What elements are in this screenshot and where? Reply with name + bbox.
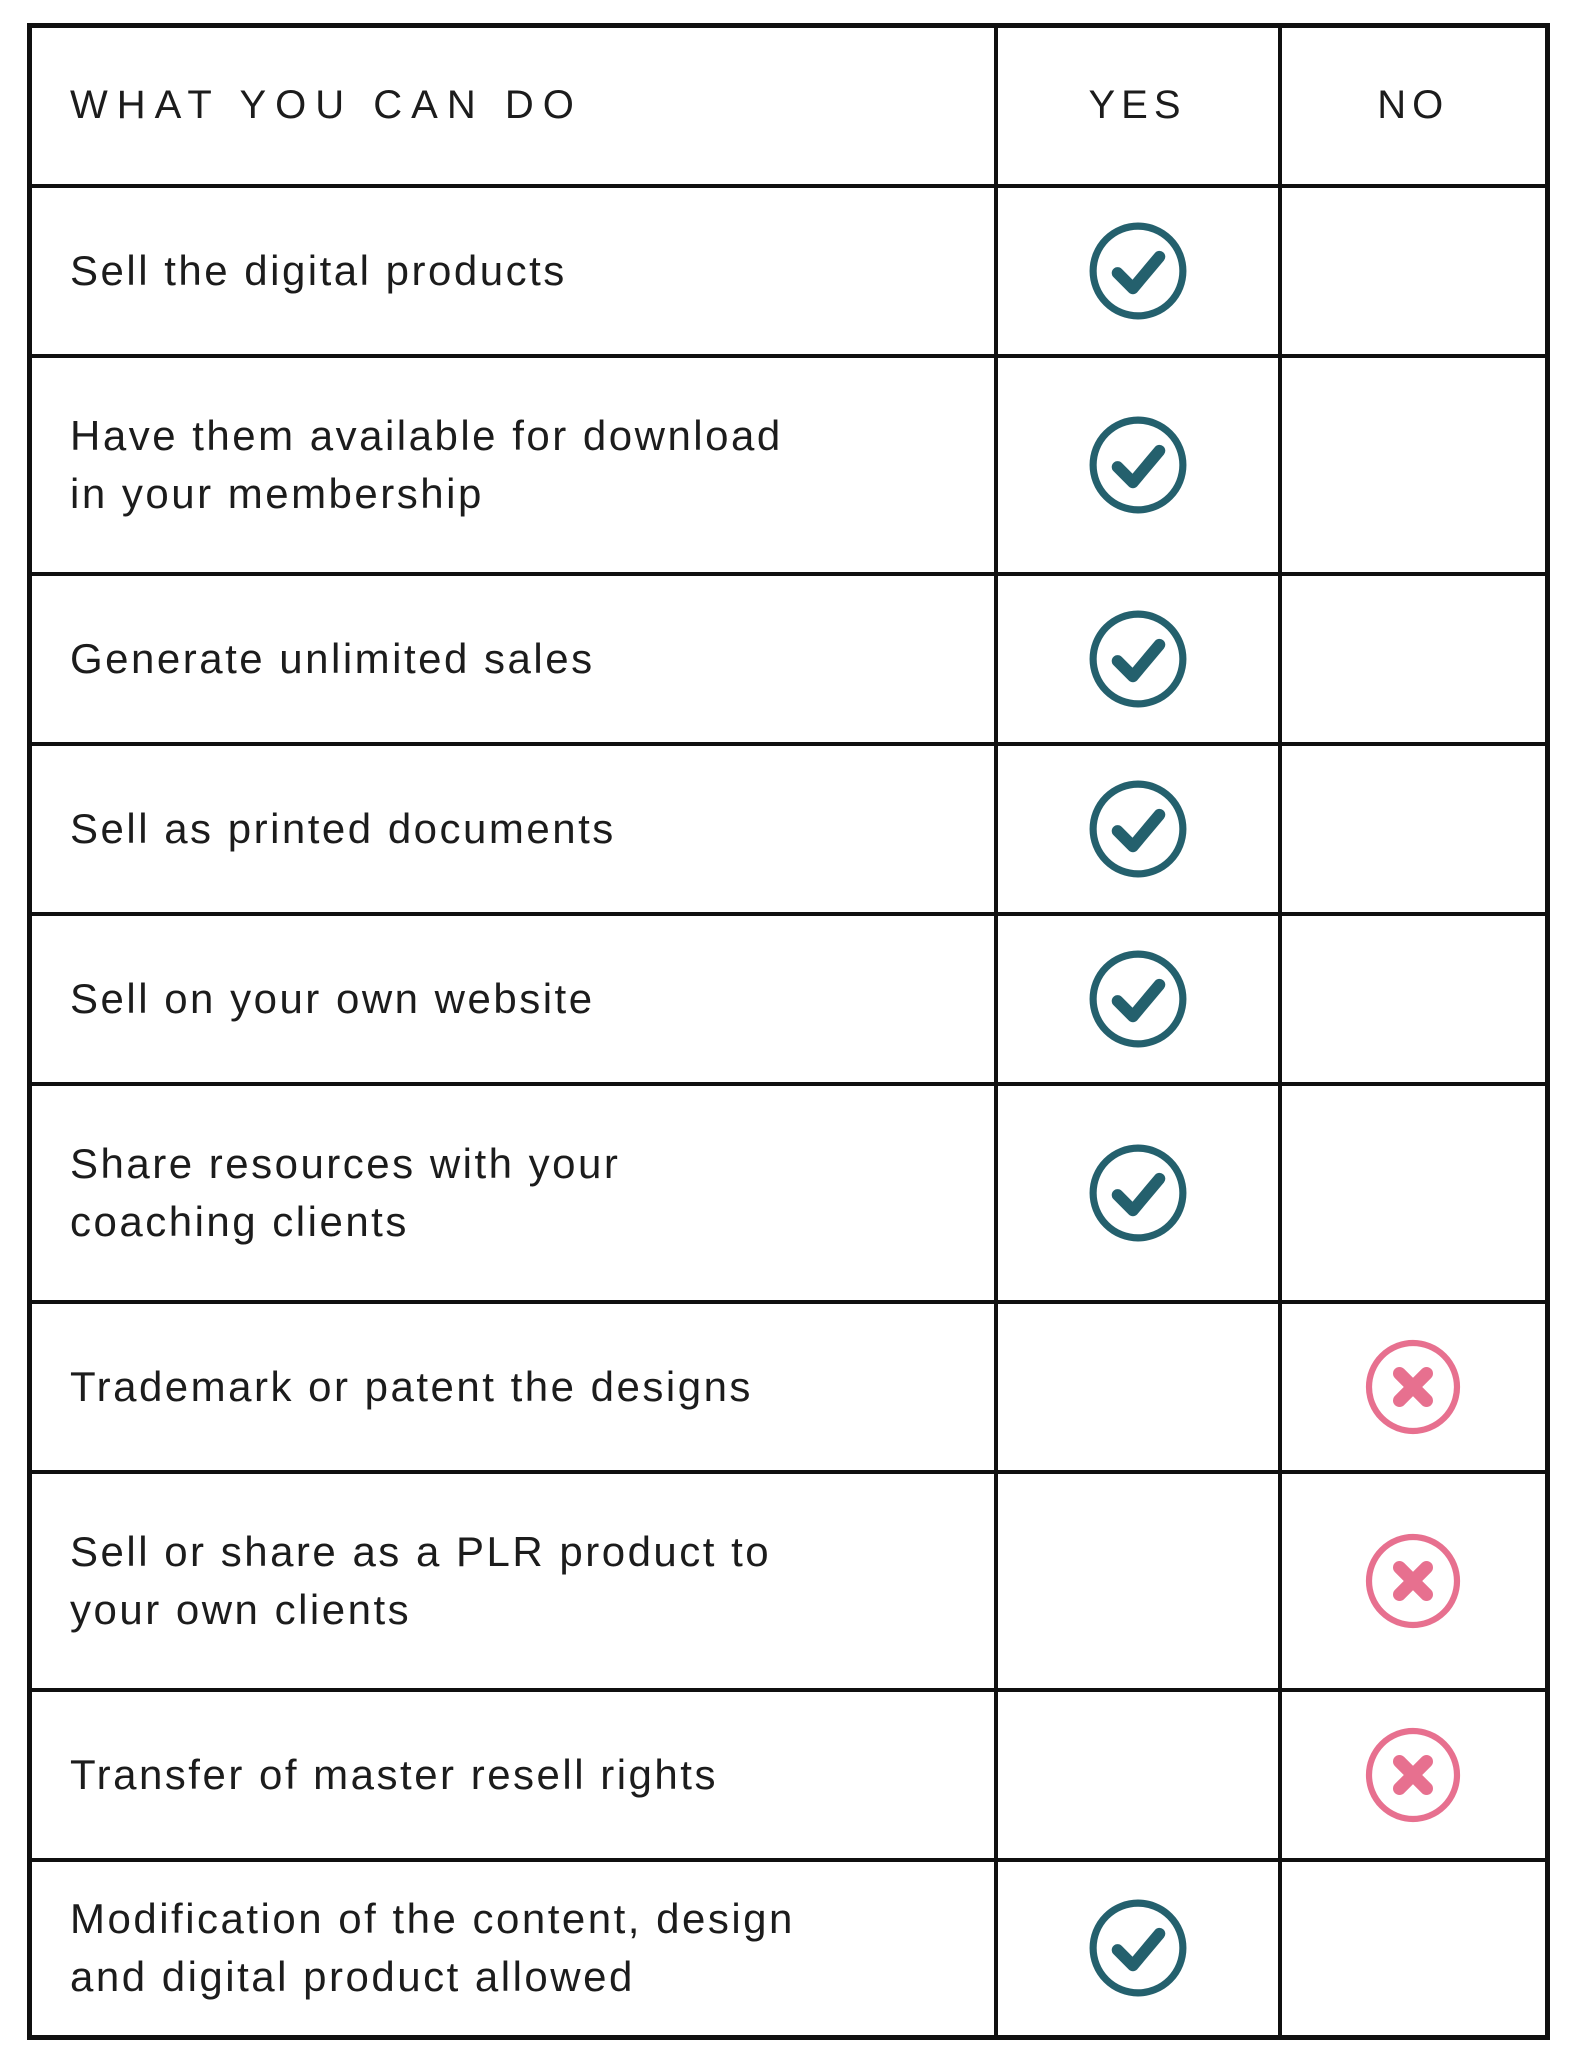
check-circle-icon [1089,950,1186,1047]
check-circle-icon [1089,780,1186,877]
table-row: Generate unlimited sales [27,571,1550,746]
table-row: Have them available for download in your… [27,353,1550,576]
check-circle-icon [1089,416,1186,513]
usage-rights-table: WHAT YOU CAN DO YES NO Sell the digital … [27,23,1550,2040]
yes-cell [993,1081,1282,1304]
yes-cell [993,1469,1282,1692]
no-cell [1277,1687,1550,1862]
row-label: Share resources with your coaching clien… [27,1081,998,1304]
column-header-yes: YES [993,23,1282,188]
row-label: Modification of the content, design and … [27,1857,998,2040]
no-cell [1277,1469,1550,1692]
row-label: Sell on your own website [27,911,998,1086]
no-cell [1277,571,1550,746]
row-label: Generate unlimited sales [27,571,998,746]
yes-cell [993,911,1282,1086]
check-circle-icon [1089,1144,1186,1241]
table-row: Sell the digital products [27,183,1550,358]
table-row: Transfer of master resell rights [27,1687,1550,1862]
column-header-no: NO [1277,23,1550,188]
yes-cell [993,1687,1282,1862]
cross-circle-icon [1366,1533,1461,1628]
no-cell [1277,1081,1550,1304]
yes-cell [993,1857,1282,2040]
no-cell [1277,911,1550,1086]
no-cell [1277,1857,1550,2040]
header-row: WHAT YOU CAN DO YES NO [27,23,1550,188]
yes-cell [993,353,1282,576]
table-row: Sell on your own website [27,911,1550,1086]
table-row: Sell as printed documents [27,741,1550,916]
table-row: Sell or share as a PLR product to your o… [27,1469,1550,1692]
cross-circle-icon [1366,1727,1461,1822]
row-label: Trademark or patent the designs [27,1299,998,1474]
row-label: Have them available for download in your… [27,353,998,576]
no-cell [1277,353,1550,576]
table-row: Share resources with your coaching clien… [27,1081,1550,1304]
no-cell [1277,183,1550,358]
check-circle-icon [1089,222,1186,319]
no-cell [1277,741,1550,916]
no-cell [1277,1299,1550,1474]
yes-cell [993,571,1282,746]
table-row: Modification of the content, design and … [27,1857,1550,2040]
table-row: Trademark or patent the designs [27,1299,1550,1474]
yes-cell [993,183,1282,358]
check-circle-icon [1089,610,1186,707]
cross-circle-icon [1366,1339,1461,1434]
row-label: Transfer of master resell rights [27,1687,998,1862]
row-label: Sell the digital products [27,183,998,358]
yes-cell [993,1299,1282,1474]
row-label: Sell as printed documents [27,741,998,916]
check-circle-icon [1089,1899,1186,1997]
column-header-what-you-can-do: WHAT YOU CAN DO [27,23,998,188]
yes-cell [993,741,1282,916]
row-label: Sell or share as a PLR product to your o… [27,1469,998,1692]
